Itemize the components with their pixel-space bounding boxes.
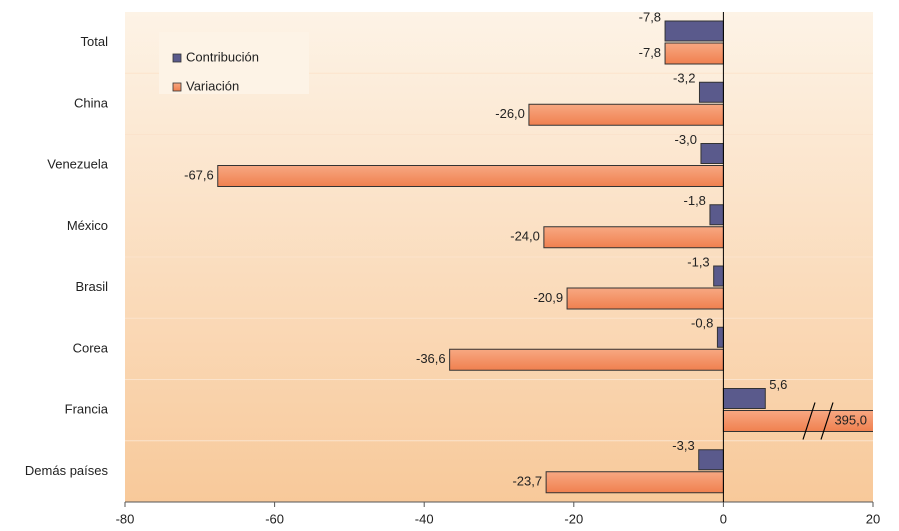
y-tick-label: Corea <box>73 340 109 355</box>
bar <box>528 103 724 126</box>
y-tick-label: Venezuela <box>47 157 108 172</box>
legend-swatch <box>172 82 182 92</box>
y-tick-label: México <box>67 218 108 233</box>
legend-label: Variación <box>186 78 239 93</box>
x-tick-label: 0 <box>720 511 727 526</box>
y-tick-label: Francia <box>65 402 109 417</box>
x-tick-label: -60 <box>265 511 284 526</box>
bar <box>566 287 724 310</box>
value-label: -20,9 <box>533 290 563 305</box>
value-label: -36,6 <box>416 351 446 366</box>
bar <box>713 265 724 287</box>
bar <box>449 348 724 371</box>
bar <box>716 326 724 348</box>
x-tick-label: -40 <box>415 511 434 526</box>
x-tick-label: -20 <box>564 511 583 526</box>
value-label: 395,0 <box>834 412 867 427</box>
value-label: -23,7 <box>512 474 542 489</box>
bar <box>664 20 724 42</box>
bar <box>709 204 724 226</box>
bar <box>722 388 766 409</box>
legend-label: Contribución <box>186 49 259 64</box>
legend-box <box>159 32 309 94</box>
value-label: -67,6 <box>184 167 214 182</box>
value-label: -1,3 <box>687 254 709 269</box>
bars <box>217 20 873 494</box>
value-label: -0,8 <box>691 316 713 331</box>
value-label: -1,8 <box>684 193 706 208</box>
value-label: -3,0 <box>675 132 697 147</box>
value-label: 5,6 <box>769 377 787 392</box>
y-tick-label: China <box>74 95 109 110</box>
value-label: -3,2 <box>673 71 695 86</box>
value-label: -7,8 <box>639 45 661 60</box>
y-tick-label: Brasil <box>75 279 108 294</box>
bar <box>700 143 724 164</box>
y-tick-label: Demás países <box>25 463 109 478</box>
x-tick-label: 20 <box>866 511 880 526</box>
y-tick-label: Total <box>81 34 109 49</box>
bar <box>698 449 724 471</box>
value-label: -7,8 <box>639 9 661 24</box>
x-tick-label: -80 <box>116 511 135 526</box>
axis-break <box>820 402 834 440</box>
legend-swatch <box>172 53 182 63</box>
bar <box>545 471 724 494</box>
value-label: -24,0 <box>510 229 540 244</box>
axis-break <box>802 402 816 440</box>
value-label: -3,3 <box>672 438 694 453</box>
bar <box>698 81 724 103</box>
value-label: -26,0 <box>495 106 525 121</box>
bar <box>543 226 724 249</box>
bar <box>217 165 724 187</box>
bar <box>664 42 724 65</box>
